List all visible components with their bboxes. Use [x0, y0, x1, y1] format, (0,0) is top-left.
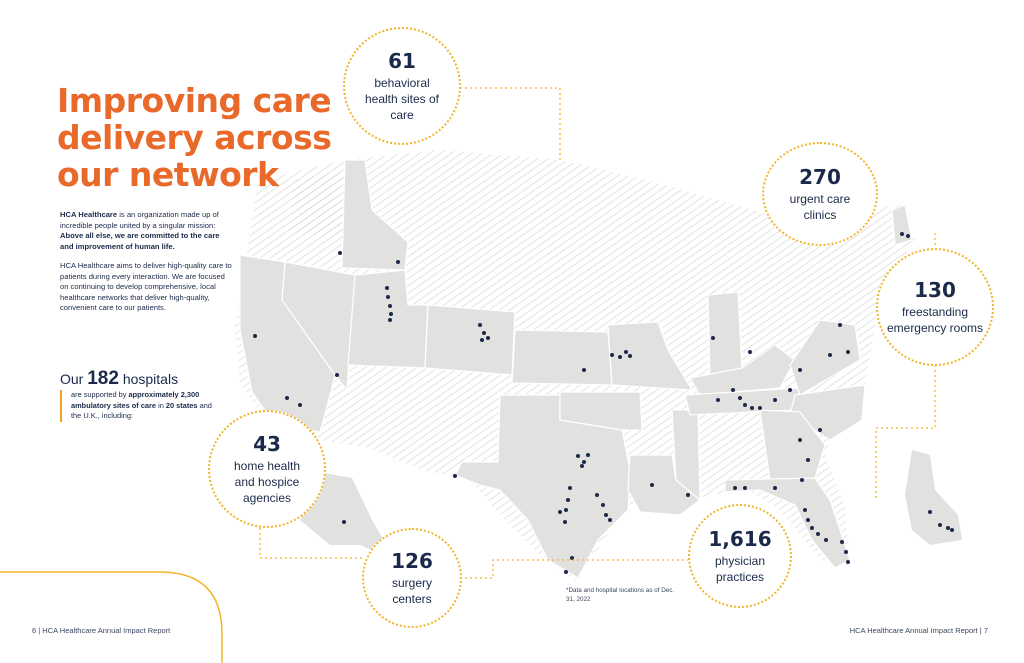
intro-paragraph-2: HCA Healthcare aims to deliver high-qual… [60, 261, 232, 312]
stat-label: behavioral health sites of care [364, 76, 440, 122]
stat-number: 126 [391, 549, 433, 573]
stat-number: 130 [914, 278, 956, 302]
stat-label: home health and hospice agencies [233, 459, 301, 505]
hospital-suffix: hospitals [122, 371, 179, 387]
hospital-number: 182 [87, 368, 119, 389]
intro-paragraph-1: HCA Healthcare is an organization made u… [60, 210, 235, 252]
state-alaska [300, 472, 395, 560]
state-georgia [759, 409, 826, 481]
stat-number: 1,616 [708, 527, 772, 551]
state-idaho [341, 159, 409, 271]
stat-home-health: 43 home health and hospice agencies [208, 410, 326, 528]
brand-name: HCA Healthcare [60, 210, 118, 219]
state-nevada [281, 261, 356, 392]
intro-text: HCA Healthcare is an organization made u… [60, 210, 235, 323]
hospital-detail-a: are supported by [71, 390, 129, 399]
state-oklahoma [559, 391, 643, 431]
hospital-detail-bold-a: approximately 2,300 ambulatory sites of … [71, 390, 200, 410]
headline-line-3: our network [57, 155, 279, 194]
hospital-detail-bold-b: 20 states [165, 400, 198, 410]
decorative-corner-arc [0, 571, 223, 663]
country-uk [905, 450, 962, 545]
mission-statement: Above all else, we are committed to the … [60, 231, 220, 251]
headline-line-2: delivery across [57, 118, 332, 157]
footer-right: HCA Healthcare Annual Impact Report | 7 [849, 626, 988, 635]
state-new-hampshire [891, 204, 913, 246]
stat-number: 43 [253, 432, 281, 456]
stat-surgery-centers: 126 surgery centers [362, 528, 462, 628]
stat-label: urgent care clinics [789, 192, 851, 222]
page-headline: Improving care delivery across our netwo… [57, 82, 357, 193]
headline-line-1: Improving care [57, 81, 332, 120]
stat-urgent-care: 270 urgent care clinics [762, 142, 878, 246]
hospital-detail-c: and the U.K., including: [71, 400, 212, 421]
stat-physician-practices: 1,616 physician practices [688, 504, 792, 608]
stat-label: physician practices [714, 554, 766, 584]
stat-label: freestanding emergency rooms [886, 305, 984, 335]
state-virginia [789, 319, 861, 396]
state-kansas [511, 329, 613, 386]
hospital-prefix: Our [60, 371, 84, 387]
stat-number: 61 [388, 49, 416, 73]
stat-emergency-rooms: 130 freestanding emergency rooms [876, 248, 994, 366]
hospital-detail-b: in [156, 400, 166, 410]
hospital-detail: are supported by approximately 2,300 amb… [60, 390, 221, 422]
state-washington [290, 172, 346, 240]
state-missouri [607, 321, 694, 391]
state-colorado [424, 304, 516, 376]
location-dots [253, 232, 954, 574]
intro-text-a: is an organization made up of incredible… [60, 210, 219, 230]
state-indiana [707, 291, 743, 381]
stat-behavioral-health: 61 behavioral health sites of care [343, 27, 461, 145]
stat-number: 270 [799, 165, 841, 189]
footer-left: 6 | HCA Healthcare Annual Impact Report [32, 626, 171, 635]
data-footnote: *Data and hospital locations as of Dec. … [566, 587, 675, 603]
stat-label: surgery centers [391, 576, 432, 606]
state-florida [724, 477, 851, 569]
hospital-count: Our 182 hospitals [60, 368, 178, 390]
state-louisiana [627, 454, 701, 516]
